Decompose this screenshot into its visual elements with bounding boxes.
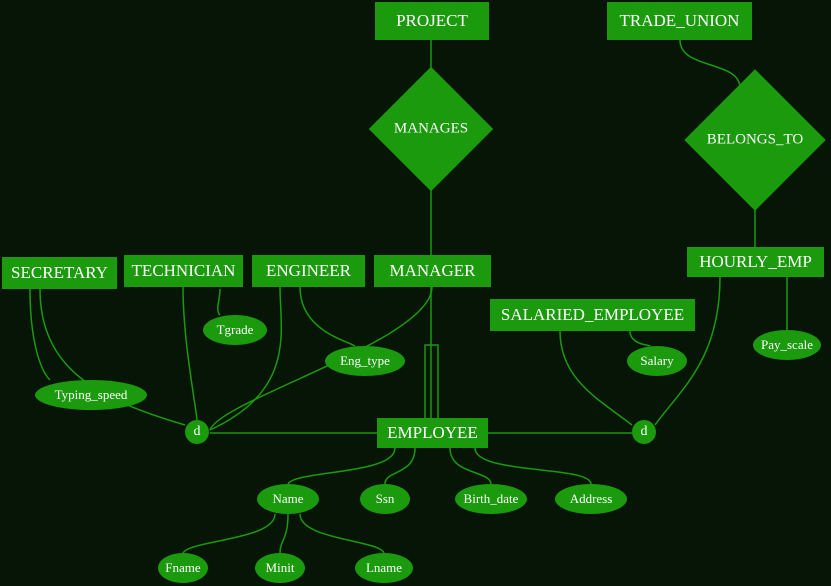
attribute-fname: Fname — [158, 553, 208, 583]
entity-project: PROJECT — [375, 2, 489, 40]
edge — [280, 514, 288, 553]
edge — [300, 514, 384, 553]
attribute-name: Name — [257, 484, 319, 514]
edge — [218, 289, 220, 315]
entity-hourly_emp: HOURLY_EMP — [687, 247, 824, 277]
edge — [630, 331, 650, 346]
edge — [680, 40, 740, 88]
attribute-address: Address — [555, 484, 627, 514]
attribute-minit: Minit — [255, 553, 305, 583]
edge — [450, 448, 491, 484]
disjoint-d2: d — [632, 420, 656, 444]
attribute-salary: Salary — [627, 346, 687, 376]
edge — [300, 287, 355, 346]
entity-manager: MANAGER — [374, 255, 491, 287]
entity-engineer: ENGINEER — [252, 255, 365, 287]
edge — [385, 448, 415, 484]
entity-secretary: SECRETARY — [2, 257, 117, 289]
disjoint-d1: d — [185, 420, 209, 444]
relationship-label-belongs_to: BELONGS_TO — [707, 132, 803, 149]
relationship-manages: MANAGES — [387, 85, 475, 173]
entity-salaried_emp: SALARIED_EMPLOYEE — [490, 299, 695, 331]
edge — [210, 287, 281, 430]
relationship-belongs_to: BELONGS_TO — [705, 90, 805, 190]
entity-employee: EMPLOYEE — [377, 418, 488, 448]
attribute-typing_speed: Typing_speed — [35, 380, 147, 410]
entity-trade_union: TRADE_UNION — [607, 2, 752, 40]
edge — [183, 514, 275, 553]
attribute-tgrade: Tgrade — [203, 315, 267, 345]
relationship-label-manages: MANAGES — [394, 121, 468, 138]
attribute-eng_type: Eng_type — [325, 346, 405, 376]
attribute-pay_scale: Pay_scale — [753, 330, 821, 360]
entity-technician: TECHNICIAN — [124, 255, 243, 287]
edge — [183, 287, 197, 420]
attribute-birth_date: Birth_date — [455, 484, 527, 514]
edge — [288, 448, 395, 484]
edge — [475, 448, 591, 484]
attribute-ssn: Ssn — [360, 484, 410, 514]
edge — [560, 331, 632, 425]
attribute-lname: Lname — [355, 553, 413, 583]
